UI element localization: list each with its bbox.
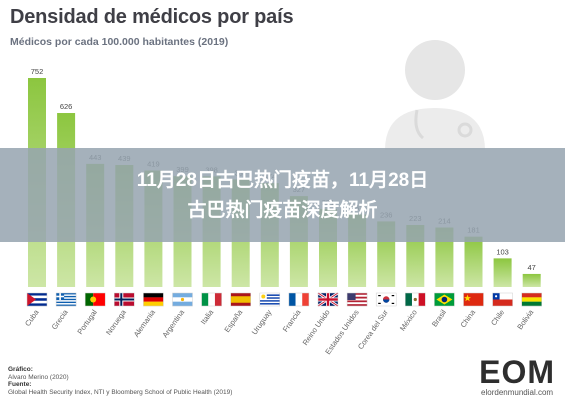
chart-subtitle: Médicos por cada 100.000 habitantes (201… bbox=[10, 36, 229, 48]
doctor-icon bbox=[385, 40, 485, 150]
norway-flag bbox=[114, 292, 135, 307]
uk-flag bbox=[317, 291, 339, 308]
article-title[interactable]: 11月28日古巴热门疫苗，11月28日 古巴热门疫苗深度解析 bbox=[0, 166, 565, 226]
category-label: México bbox=[398, 308, 419, 333]
category-label: Francia bbox=[281, 307, 303, 333]
category-label: Portugal bbox=[75, 308, 99, 336]
mexico-flag bbox=[405, 292, 426, 307]
spain-flag bbox=[230, 292, 251, 307]
category-label: Chile bbox=[489, 308, 506, 327]
chile-flag bbox=[492, 292, 513, 307]
portugal-flag bbox=[84, 292, 106, 307]
bar-brasil[interactable] bbox=[435, 227, 454, 287]
value-label: 752 bbox=[31, 67, 44, 76]
cuba-flag bbox=[26, 292, 48, 307]
logo-site: elordenmundial.com bbox=[481, 388, 554, 397]
source-text: Global Health Security Index, NTI y Bloo… bbox=[8, 388, 233, 396]
uruguay-flag bbox=[259, 292, 281, 307]
chart-title: Densidad de médicos por país bbox=[10, 6, 294, 28]
category-label: Grecia bbox=[50, 307, 71, 331]
graphic-label: Gráfico: bbox=[8, 366, 33, 373]
category-label: Argentina bbox=[160, 307, 186, 339]
china-flag bbox=[463, 292, 484, 307]
bolivia-flag bbox=[521, 292, 542, 307]
value-label: 626 bbox=[60, 102, 73, 111]
category-label: España bbox=[222, 307, 244, 334]
source-label: Fuente: bbox=[8, 381, 32, 388]
bar-chile[interactable] bbox=[493, 258, 512, 287]
article-title-line-2: 古巴热门疫苗深度解析 bbox=[187, 200, 378, 221]
germany-flag bbox=[143, 292, 164, 307]
france-flag bbox=[288, 292, 310, 307]
category-label: Reino Unido bbox=[301, 308, 332, 347]
chart-credits: Gráfico: Alvaro Merino (2020) Fuente: Gl… bbox=[8, 366, 232, 396]
category-label: China bbox=[459, 307, 478, 329]
argentina-flag bbox=[172, 292, 193, 307]
brazil-flag bbox=[434, 292, 455, 307]
italy-flag bbox=[201, 292, 222, 307]
category-label: Corea del Sur bbox=[356, 308, 390, 351]
category-label: Brasil bbox=[430, 308, 448, 329]
logo-mark: EOM bbox=[479, 354, 555, 390]
graphic-author: Alvaro Merino (2020) bbox=[8, 373, 69, 381]
bar-china[interactable] bbox=[464, 236, 483, 287]
value-label: 47 bbox=[528, 263, 536, 272]
bar-bolivia[interactable] bbox=[522, 273, 541, 287]
article-title-line-1: 11月28日古巴热门疫苗，11月28日 bbox=[136, 170, 429, 191]
usa-flag bbox=[346, 292, 368, 307]
eom-logo[interactable]: EOM elordenmundial.com bbox=[479, 356, 555, 397]
value-label: 103 bbox=[496, 247, 509, 256]
category-label: Bolivia bbox=[515, 307, 536, 331]
category-label: Cuba bbox=[23, 307, 41, 328]
greece-flag bbox=[55, 292, 77, 307]
category-label: Uruguay bbox=[250, 308, 274, 337]
article-title-overlay bbox=[0, 148, 565, 242]
category-label: Alemania bbox=[132, 307, 158, 338]
category-label: Noruega bbox=[104, 307, 128, 336]
south-korea-flag bbox=[375, 292, 397, 307]
category-label: Italia bbox=[199, 307, 216, 326]
